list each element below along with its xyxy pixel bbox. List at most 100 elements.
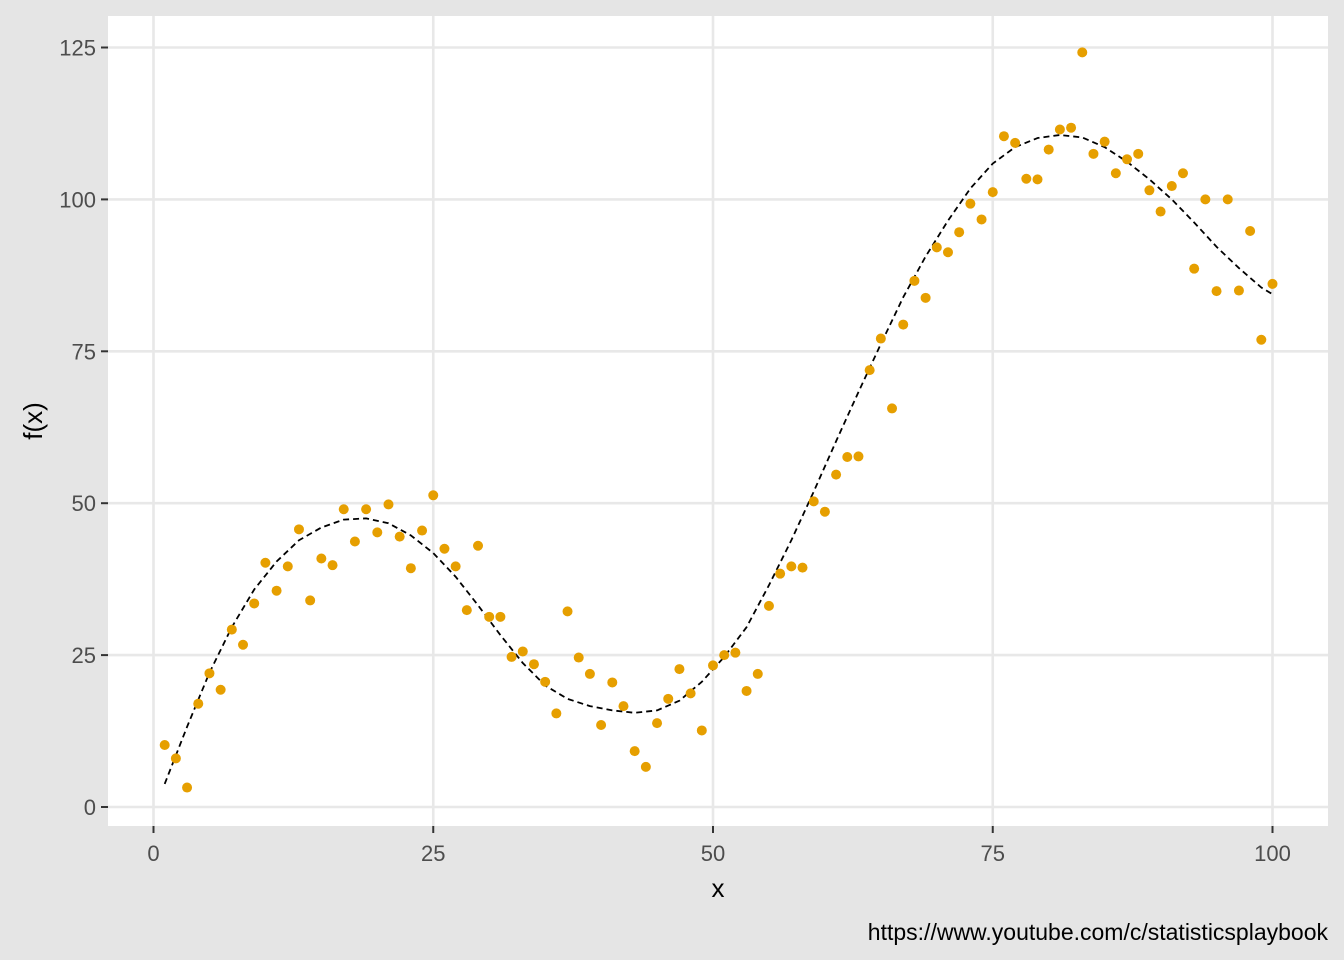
data-point xyxy=(1155,206,1166,217)
data-point xyxy=(349,536,360,547)
data-point xyxy=(540,676,551,687)
data-point xyxy=(1144,185,1155,196)
data-point xyxy=(786,561,797,572)
data-point xyxy=(573,652,584,663)
data-point xyxy=(461,605,472,616)
data-point xyxy=(1267,278,1278,289)
data-point xyxy=(271,585,282,596)
data-point xyxy=(1010,137,1021,148)
data-point xyxy=(652,718,663,729)
data-point xyxy=(640,761,651,772)
data-point xyxy=(853,451,864,462)
data-point xyxy=(327,560,338,571)
data-point xyxy=(372,527,383,538)
x-tick-label: 0 xyxy=(147,841,159,866)
data-point xyxy=(551,708,562,719)
y-tick-label: 50 xyxy=(72,491,96,516)
data-point xyxy=(674,664,685,675)
data-point xyxy=(1088,148,1099,159)
data-point xyxy=(819,506,830,517)
data-point xyxy=(696,725,707,736)
data-point xyxy=(618,701,629,712)
data-point xyxy=(562,606,573,617)
fitted-curve-layer xyxy=(163,134,1273,785)
data-point xyxy=(909,275,920,286)
data-point xyxy=(596,719,607,730)
data-point xyxy=(887,403,898,414)
data-point xyxy=(708,660,718,671)
y-tick-label: 25 xyxy=(72,643,96,668)
data-point xyxy=(383,499,394,510)
data-point xyxy=(405,563,416,574)
data-point xyxy=(305,595,316,606)
data-point xyxy=(517,646,528,657)
data-point xyxy=(215,684,226,695)
caption-url: https://www.youtube.com/c/statisticsplay… xyxy=(867,919,1328,945)
data-point xyxy=(193,698,204,709)
data-point xyxy=(864,365,875,376)
data-point xyxy=(1054,124,1065,135)
data-point xyxy=(875,333,886,344)
data-point xyxy=(730,647,741,658)
data-point xyxy=(450,561,461,572)
data-point xyxy=(249,598,260,609)
data-point xyxy=(204,668,215,679)
data-point xyxy=(998,131,1009,142)
data-point xyxy=(1032,174,1043,185)
data-point xyxy=(1256,334,1267,345)
data-point xyxy=(528,659,539,670)
data-point xyxy=(842,452,853,463)
data-point xyxy=(797,562,808,573)
data-point xyxy=(763,600,774,611)
data-point xyxy=(942,247,953,258)
data-point xyxy=(260,557,271,568)
y-tick-label: 100 xyxy=(59,187,96,212)
data-point xyxy=(226,624,237,635)
data-point xyxy=(808,496,819,507)
data-point xyxy=(1222,194,1233,205)
gridlines xyxy=(108,16,1328,826)
data-point xyxy=(954,227,965,238)
data-point xyxy=(1043,144,1054,155)
data-point xyxy=(316,553,327,564)
x-tick-label: 50 xyxy=(701,841,725,866)
y-axis-ticks: 0 25 50 75 100 125 xyxy=(59,36,108,820)
data-point xyxy=(293,524,304,535)
data-point xyxy=(1110,168,1121,179)
data-point xyxy=(1245,225,1256,236)
data-point xyxy=(473,540,484,551)
data-point xyxy=(719,650,730,661)
y-tick-label: 125 xyxy=(59,36,96,61)
data-point xyxy=(1021,173,1032,184)
data-point xyxy=(831,469,842,480)
data-point xyxy=(170,753,181,764)
data-point xyxy=(484,611,495,622)
x-axis-title: x xyxy=(712,873,725,903)
data-point xyxy=(584,668,595,679)
y-tick-label: 75 xyxy=(72,339,96,364)
data-point xyxy=(775,568,786,579)
y-axis-title: f(x) xyxy=(18,402,48,440)
data-point xyxy=(338,504,349,515)
scatter-points-layer xyxy=(159,47,1278,793)
data-point xyxy=(394,531,405,542)
data-point xyxy=(1099,136,1110,147)
fitted-curve-line xyxy=(163,134,1273,785)
data-point xyxy=(976,214,987,225)
data-point xyxy=(1166,181,1177,192)
data-point xyxy=(361,504,372,515)
data-point xyxy=(1177,168,1188,179)
data-point xyxy=(685,688,696,699)
panel-background xyxy=(108,16,1328,826)
data-point xyxy=(898,319,909,330)
data-point xyxy=(920,292,931,303)
data-point xyxy=(752,668,763,679)
data-point xyxy=(1077,47,1088,58)
x-tick-label: 25 xyxy=(421,841,445,866)
y-tick-label: 0 xyxy=(84,795,96,820)
data-point xyxy=(439,543,450,554)
data-point xyxy=(965,198,976,209)
data-point xyxy=(159,740,170,751)
data-point xyxy=(1066,122,1077,133)
